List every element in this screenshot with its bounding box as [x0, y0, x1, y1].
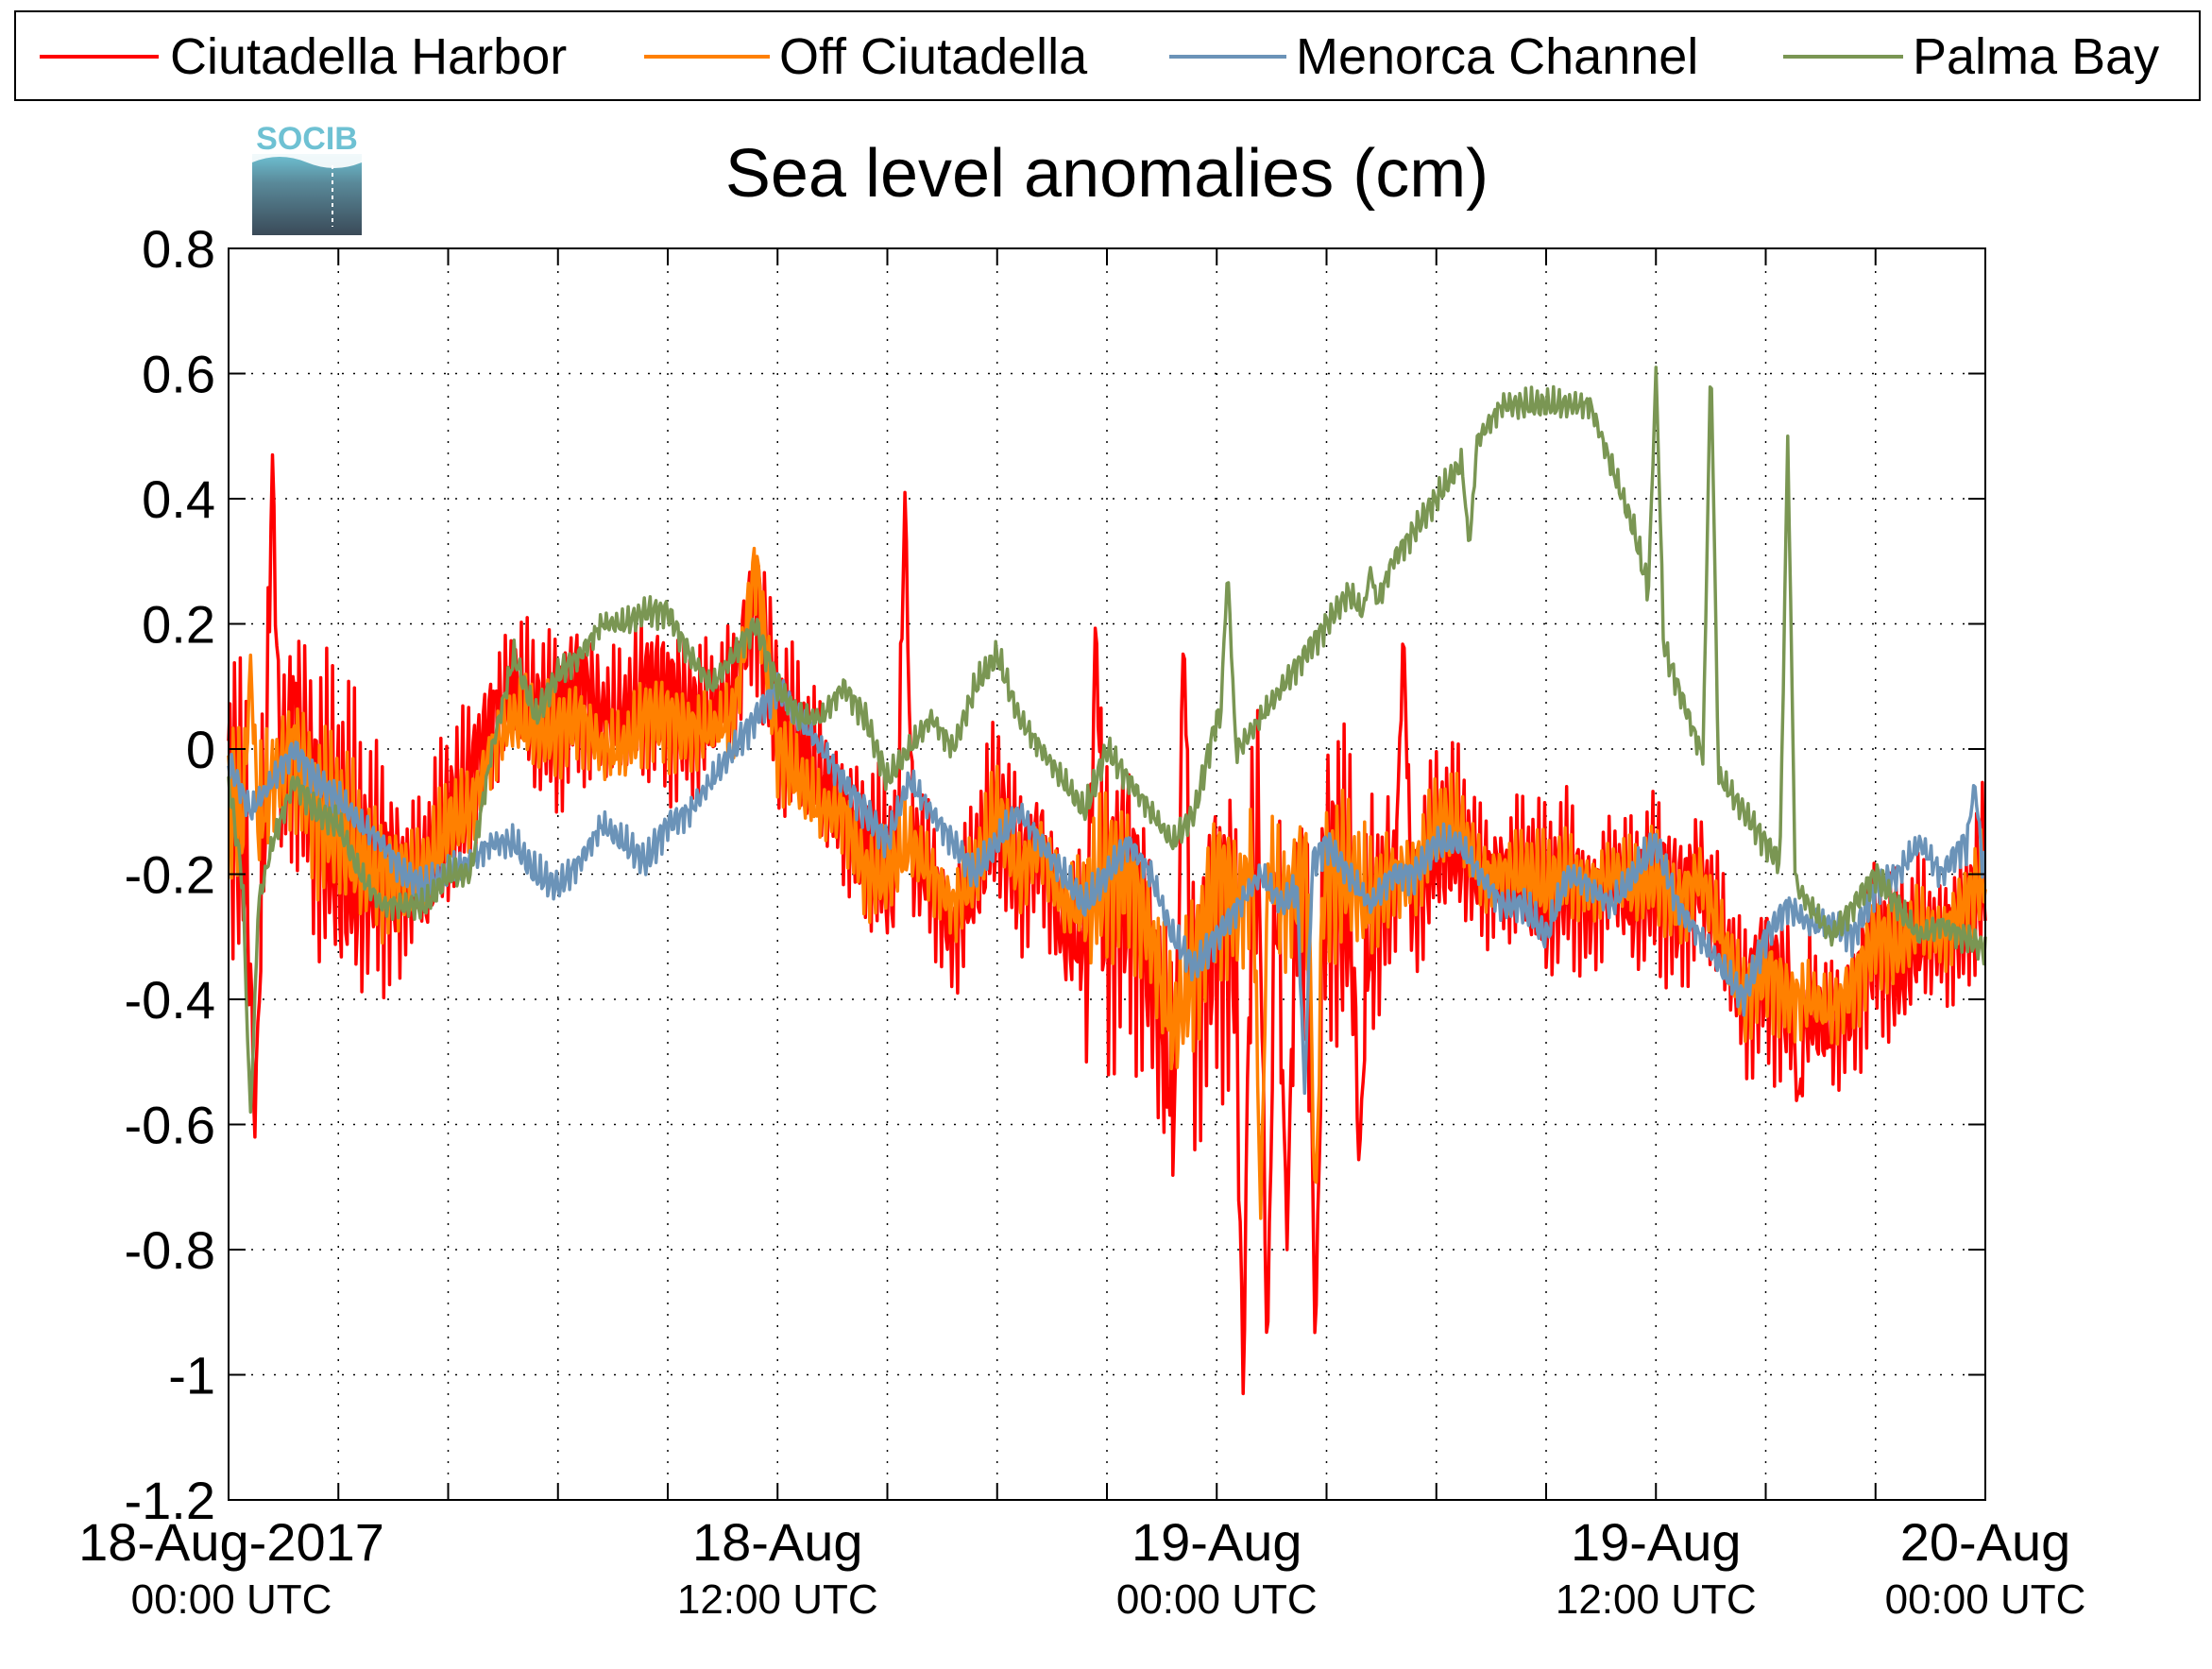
y-tick-label: -0.4	[125, 970, 216, 1030]
legend: Ciutadella Harbor Off Ciutadella Menorca…	[14, 10, 2201, 101]
x-tick-label-time: 00:00 UTC	[1116, 1576, 1318, 1623]
y-axis: 0.8 0.6 0.4 0.2 0 -0.2 -0.4 -0.6 -0.8 -1 -1.2	[125, 219, 1985, 1530]
y-tick-label: 0.2	[142, 595, 215, 655]
legend-label-off-ciutadella: Off Ciutadella	[779, 28, 1088, 85]
x-tick-label-date: 18-Aug	[692, 1512, 863, 1572]
legend-item-menorca-channel: Menorca Channel	[1169, 28, 1698, 85]
y-tick-label: -0.2	[125, 845, 216, 905]
socib-logo: SOCIB	[252, 121, 362, 235]
x-tick-label-date: 19-Aug	[1132, 1512, 1302, 1572]
legend-item-off-ciutadella: Off Ciutadella	[644, 28, 1088, 85]
legend-label-ciutadella-harbor: Ciutadella Harbor	[170, 28, 567, 85]
socib-logo-text: SOCIB	[256, 121, 358, 157]
x-tick-label-time: 12:00 UTC	[1556, 1576, 1757, 1623]
x-tick-label-date: 20-Aug	[1900, 1512, 2071, 1572]
series-lines	[227, 366, 1987, 1396]
socib-logo-wave	[252, 154, 362, 168]
legend-item-palma-bay: Palma Bay	[1783, 28, 2159, 85]
y-tick-label: -1	[168, 1346, 215, 1405]
legend-label-palma-bay: Palma Bay	[1913, 28, 2159, 85]
x-tick-label-time: 12:00 UTC	[677, 1576, 878, 1623]
chart-title: Sea level anomalies (cm)	[725, 136, 1489, 212]
series-line-palma-bay	[227, 366, 1987, 1115]
y-tick-label: 0.8	[142, 219, 215, 279]
y-tick-label: -0.8	[125, 1220, 216, 1280]
y-tick-label: -0.6	[125, 1096, 216, 1155]
legend-item-ciutadella-harbor: Ciutadella Harbor	[40, 28, 567, 85]
legend-label-menorca-channel: Menorca Channel	[1296, 28, 1698, 85]
x-tick-label-date: 18-Aug-2017	[78, 1512, 384, 1572]
x-tick-label-time: 00:00 UTC	[1885, 1576, 2086, 1623]
x-tick-label-time: 00:00 UTC	[131, 1576, 332, 1623]
y-tick-label: 0.4	[142, 469, 215, 529]
series-line-menorca-channel	[227, 672, 1986, 1096]
x-tick-label-date: 19-Aug	[1571, 1512, 1742, 1572]
y-tick-label: 0	[186, 720, 215, 779]
y-tick-label: -1.2	[125, 1471, 216, 1530]
y-tick-label: 0.6	[142, 345, 215, 404]
